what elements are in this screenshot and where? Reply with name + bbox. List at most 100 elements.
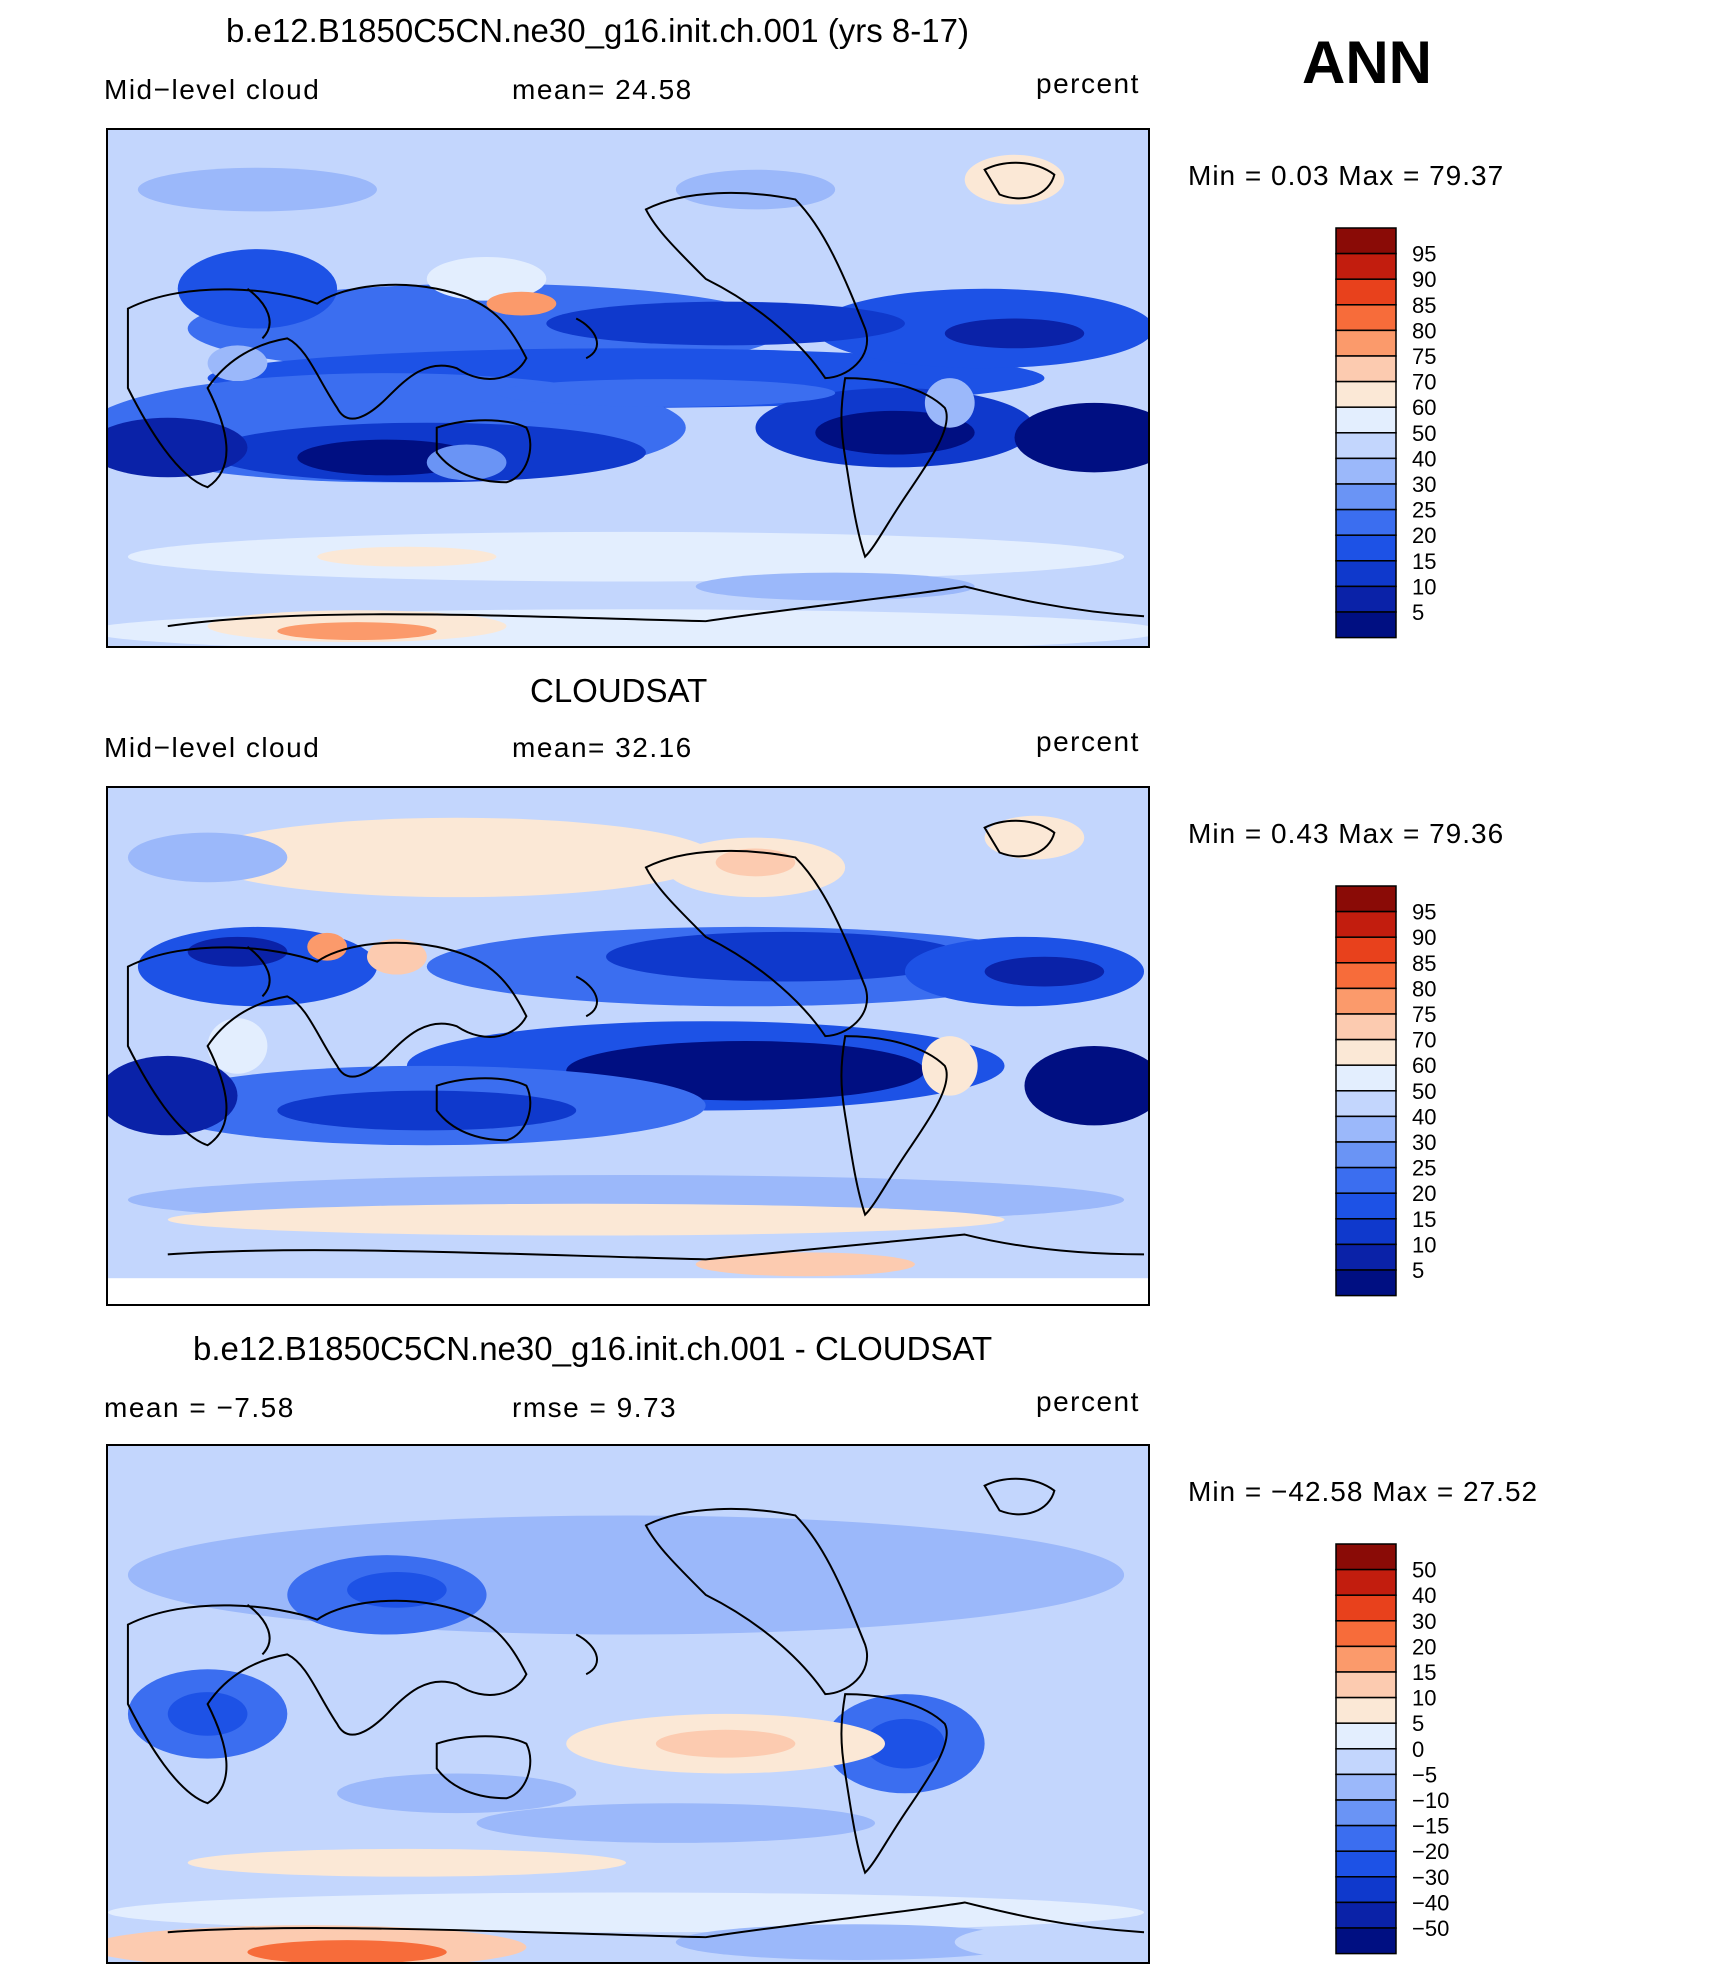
colorbar-box: [1335, 1269, 1397, 1297]
colorbar-box: [1335, 1901, 1397, 1929]
colorbar-box: [1335, 962, 1397, 990]
colorbar-label: 85: [1412, 951, 1436, 976]
colorbar-box: [1335, 1243, 1397, 1271]
colorbar-box: [1335, 1876, 1397, 1904]
panel3-units-label: percent: [1036, 1386, 1140, 1417]
colorbar-label: 70: [1412, 1028, 1436, 1053]
colorbar-box: [1335, 380, 1397, 408]
panel2-units-label: percent: [1036, 726, 1140, 757]
colorbar-label: 25: [1412, 1156, 1436, 1181]
colorbar-box: [1335, 278, 1397, 306]
colorbar-label: 40: [1412, 1583, 1436, 1608]
colorbar-label: 15: [1412, 549, 1436, 574]
panel1-colorbar: 95 90 85 80 75 70 60 50 40 30 25 20 15 10 5: [1335, 227, 1466, 653]
colorbar-label: −10: [1412, 1788, 1449, 1813]
colorbar-label: 10: [1412, 1232, 1436, 1257]
colorbar-box: [1335, 1141, 1397, 1169]
colorbar-label: 80: [1412, 318, 1436, 343]
panel3-title: b.e12.B1850C5CN.ne30_g16.init.ch.001 - C…: [193, 1330, 993, 1367]
colorbar-label: 15: [1412, 1660, 1436, 1685]
colorbar-box: [1335, 1090, 1397, 1118]
colorbar-label: 75: [1412, 1002, 1436, 1027]
colorbar-box: [1335, 1645, 1397, 1673]
panel1-variable-label: Mid−level cloud: [104, 74, 321, 105]
colorbar-label: −20: [1412, 1839, 1449, 1864]
colorbar-box: [1335, 1799, 1397, 1827]
colorbar-box: [1335, 560, 1397, 588]
colorbar-box: [1335, 987, 1397, 1015]
colorbar-label: 70: [1412, 370, 1436, 395]
colorbar-label: 90: [1412, 925, 1436, 950]
colorbar-label: 50: [1412, 421, 1436, 446]
colorbar-box: [1335, 585, 1397, 613]
colorbar-box: [1335, 483, 1397, 511]
colorbar-label: 60: [1412, 1053, 1436, 1078]
colorbar-box: [1335, 1927, 1397, 1955]
colorbar-box: [1335, 1696, 1397, 1724]
panel2-variable-label: Mid−level cloud: [104, 732, 321, 763]
colorbar-box: [1335, 1850, 1397, 1878]
panel2-colorbar: 95 90 85 80 75 70 60 50 40 30 25 20 15 10 5: [1335, 885, 1466, 1311]
panel1-units-label: percent: [1036, 68, 1140, 99]
colorbar-box: [1335, 885, 1397, 913]
colorbar-label: 15: [1412, 1207, 1436, 1232]
colorbar-box: [1335, 1038, 1397, 1066]
colorbar-label: 0: [1412, 1737, 1424, 1762]
colorbar-label: 50: [1412, 1558, 1436, 1583]
colorbar-box: [1335, 1013, 1397, 1041]
panel2-minmax: Min = 0.43 Max = 79.36: [1188, 818, 1505, 849]
colorbar-box: [1335, 1748, 1397, 1776]
colorbar-label: 60: [1412, 395, 1436, 420]
colorbar-label: 30: [1412, 472, 1436, 497]
colorbar-label: −50: [1412, 1916, 1449, 1941]
colorbar-box: [1335, 1671, 1397, 1699]
colorbar-box: [1335, 1064, 1397, 1092]
colorbar-label: 80: [1412, 976, 1436, 1001]
colorbar-label: 30: [1412, 1609, 1436, 1634]
colorbar-label: 20: [1412, 523, 1436, 548]
colorbar-label: 10: [1412, 574, 1436, 599]
colorbar-box: [1335, 1594, 1397, 1622]
colorbar-box: [1335, 406, 1397, 434]
colorbar-box: [1335, 910, 1397, 938]
colorbar-label: −15: [1412, 1814, 1449, 1839]
colorbar-box: [1335, 1722, 1397, 1750]
colorbar-box: [1335, 534, 1397, 562]
colorbar-label: −40: [1412, 1890, 1449, 1915]
colorbar-label: 5: [1412, 1258, 1424, 1283]
colorbar-box: [1335, 1543, 1397, 1571]
colorbar-label: 40: [1412, 446, 1436, 471]
colorbar-label: 25: [1412, 498, 1436, 523]
colorbar-box: [1335, 1824, 1397, 1852]
colorbar-box: [1335, 1166, 1397, 1194]
panel2-map-svg: [108, 788, 1148, 1304]
colorbar-box: [1335, 611, 1397, 639]
colorbar-box: [1335, 1115, 1397, 1143]
colorbar-box: [1335, 329, 1397, 357]
colorbar-label: 95: [1412, 242, 1436, 267]
colorbar-box: [1335, 508, 1397, 536]
colorbar-box: [1335, 1620, 1397, 1648]
colorbar-label: 40: [1412, 1104, 1436, 1129]
colorbar-box: [1335, 1218, 1397, 1246]
colorbar-label: −5: [1412, 1762, 1437, 1787]
panel3-map: [106, 1444, 1150, 1964]
panel1-minmax: Min = 0.03 Max = 79.37: [1188, 160, 1505, 191]
panel1-map: [106, 128, 1150, 648]
colorbar-label: 10: [1412, 1686, 1436, 1711]
colorbar-label: 5: [1412, 1711, 1424, 1736]
panel1-map-svg: [108, 130, 1148, 646]
colorbar-box: [1335, 1192, 1397, 1220]
panel2-title: CLOUDSAT: [530, 672, 708, 709]
colorbar-box: [1335, 355, 1397, 383]
colorbar-box: [1335, 304, 1397, 332]
colorbar-box: [1335, 227, 1397, 255]
panel3-mean-label: mean = −7.58: [104, 1392, 295, 1423]
colorbar-box: [1335, 1773, 1397, 1801]
colorbar-box: [1335, 1568, 1397, 1596]
colorbar-label: 20: [1412, 1634, 1436, 1659]
panel1-title: b.e12.B1850C5CN.ne30_g16.init.ch.001 (yr…: [226, 12, 969, 49]
panel3-rmse-label: rmse = 9.73: [512, 1392, 678, 1423]
panel2-map: [106, 786, 1150, 1306]
